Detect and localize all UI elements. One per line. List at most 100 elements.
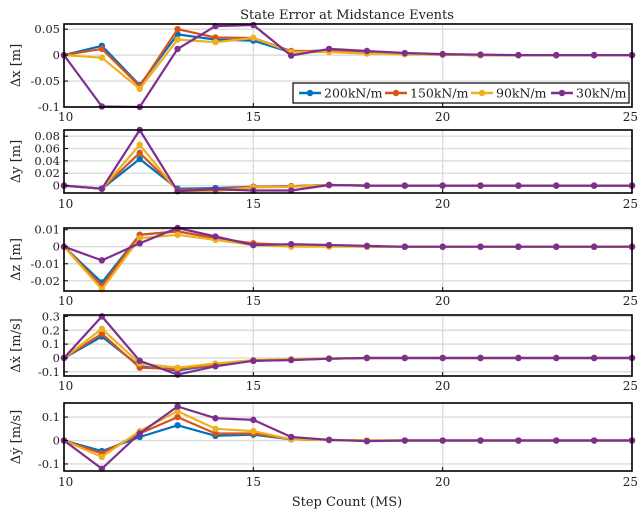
x-tick-label: 10	[58, 294, 73, 308]
x-tick-label: 25	[623, 294, 638, 308]
data-point-30kN/m	[477, 354, 484, 362]
y-tick-label: -0.05	[31, 74, 61, 88]
x-tick-label: 10	[58, 379, 73, 393]
data-point-30kN/m	[98, 257, 106, 264]
data-point-30kN/m	[174, 403, 181, 410]
data-point-30kN/m	[477, 437, 484, 444]
data-point-30kN/m	[515, 51, 522, 59]
data-point-30kN/m	[590, 437, 598, 444]
data-point-150kN/m	[212, 34, 219, 41]
data-point-30kN/m	[401, 243, 408, 250]
y-tick-label: -0.1	[38, 100, 60, 114]
x-tick-label: 15	[246, 110, 261, 124]
legend-marker	[306, 89, 314, 97]
x-tick-label: 10	[58, 110, 73, 124]
y-tick-label: -0.02	[31, 274, 61, 288]
panel-5: 10 15 20 25 -0.1 0 0.1 Δẏ [m/s]	[9, 402, 638, 489]
data-point-30kN/m	[553, 437, 560, 444]
data-point-30kN/m	[136, 240, 143, 247]
y-tick-label: 0.02	[34, 166, 60, 180]
x-tick-label: 20	[435, 197, 450, 211]
data-point-30kN/m	[250, 21, 257, 29]
y-tick-label: 0.3	[42, 309, 60, 323]
data-point-90kN/m	[98, 453, 106, 461]
data-point-30kN/m	[363, 242, 371, 250]
data-point-30kN/m	[553, 182, 560, 189]
data-point-30kN/m	[325, 45, 333, 53]
y-tick-label: 0.1	[42, 410, 60, 424]
x-tick-label: 20	[435, 379, 450, 393]
x-tick-label: 15	[246, 197, 261, 211]
axes-box	[63, 402, 633, 472]
data-point-90kN/m	[212, 38, 219, 46]
data-point-30kN/m	[288, 433, 295, 441]
data-point-30kN/m	[515, 354, 522, 362]
data-point-30kN/m	[439, 50, 446, 58]
series-line-30kN/m	[63, 128, 632, 193]
x-tick-label: 10	[58, 197, 73, 211]
legend: 200kN/m 150kN/m 90kN/m 30kN/m	[292, 82, 630, 104]
y-tick-label: 0	[53, 48, 60, 62]
data-point-150kN/m	[136, 149, 143, 157]
data-point-30kN/m	[401, 437, 408, 444]
y-tick-label: 0	[53, 240, 60, 254]
series-line-30kN/m	[63, 405, 632, 470]
axes-box	[63, 314, 633, 377]
data-point-90kN/m	[174, 408, 181, 415]
x-tick-label: 15	[246, 475, 261, 489]
y-axis-label: Δx [m]	[9, 44, 24, 87]
x-axis-label: Step Count (MS)	[292, 495, 403, 510]
x-tick-label: 15	[246, 379, 261, 393]
data-point-90kN/m	[136, 141, 143, 149]
legend-label: 200kN/m	[324, 86, 383, 101]
x-tick-label: 10	[58, 475, 73, 489]
panel-4: 10 15 20 25 -0.100.10.20.3 Δẋ [m/s]	[9, 309, 638, 393]
y-tick-label: 0	[53, 434, 60, 448]
data-point-90kN/m	[136, 235, 143, 242]
y-axis-label: Δy [m]	[9, 140, 24, 183]
y-tick-label: 0.06	[34, 142, 60, 156]
data-point-30kN/m	[250, 357, 257, 364]
y-axis-label: Δẋ [m/s]	[9, 318, 24, 372]
data-point-150kN/m	[98, 330, 106, 337]
legend-item: 90kN/m	[471, 86, 547, 101]
legend-item: 200kN/m	[299, 86, 383, 101]
y-tick-label: 0	[53, 351, 60, 365]
data-point-30kN/m	[477, 243, 484, 250]
y-tick-label: -0.1	[38, 365, 60, 379]
x-tick-label: 25	[623, 475, 638, 489]
panel-2: 10 15 20 25 00.020.040.060.08 Δy [m]	[9, 126, 638, 211]
data-point-30kN/m	[325, 241, 333, 249]
data-point-30kN/m	[515, 437, 522, 444]
data-point-30kN/m	[212, 363, 219, 370]
data-point-90kN/m	[98, 325, 106, 333]
data-point-30kN/m	[590, 354, 598, 362]
legend-item: 150kN/m	[385, 86, 469, 101]
data-point-30kN/m	[212, 233, 219, 240]
panel-1: 10 15 20 25 -0.1 -0.05 0 0.05 Δx [m]	[9, 21, 638, 124]
panel-3: 10 15 20 25 -0.02 -0.01 0 0.01 Δz [m]	[9, 223, 638, 308]
y-tick-label: 0.08	[34, 129, 60, 143]
data-point-200kN/m	[174, 422, 181, 429]
y-tick-label: -0.1	[38, 457, 60, 471]
y-tick-label: -0.01	[31, 257, 61, 271]
axes-box	[63, 23, 633, 108]
data-point-30kN/m	[325, 181, 333, 189]
data-point-30kN/m	[553, 354, 560, 362]
legend-item: 30kN/m	[551, 86, 627, 101]
data-point-150kN/m	[98, 45, 106, 53]
data-point-30kN/m	[553, 243, 560, 250]
data-point-30kN/m	[98, 313, 106, 320]
data-point-30kN/m	[401, 182, 408, 189]
data-point-30kN/m	[136, 430, 143, 437]
data-point-90kN/m	[136, 85, 143, 93]
y-tick-label: 0.1	[42, 337, 60, 351]
data-point-30kN/m	[325, 355, 333, 362]
data-point-90kN/m	[174, 36, 181, 43]
x-tick-label: 25	[623, 379, 638, 393]
series-line-30kN/m	[63, 23, 632, 109]
data-point-30kN/m	[515, 243, 522, 250]
data-point-30kN/m	[401, 49, 408, 57]
series-line-30kN/m	[63, 226, 632, 262]
